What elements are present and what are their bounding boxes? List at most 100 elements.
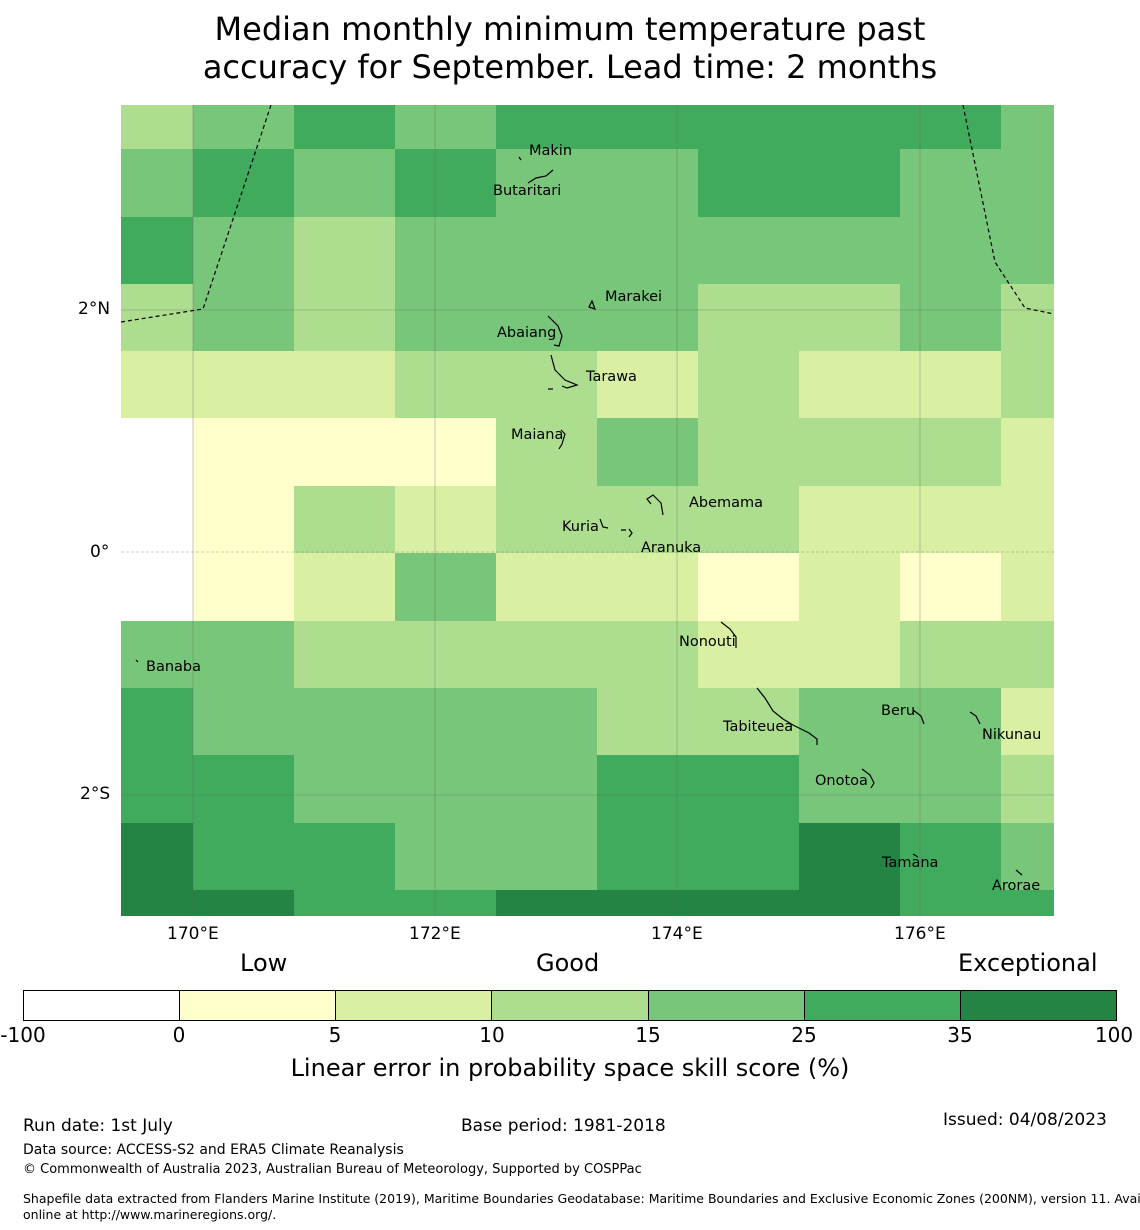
lon-tick-176e: 176°E [894, 924, 946, 944]
skill-grid-cell [121, 755, 193, 823]
colorbar-tick: 0 [172, 1023, 186, 1047]
skill-grid-cell [193, 486, 294, 553]
skill-grid-cell [900, 890, 1001, 916]
island-label-marakei: Marakei [605, 289, 662, 305]
skill-grid-cell [698, 621, 799, 688]
island-label-makin: Makin [529, 143, 572, 159]
skill-grid-cell [698, 688, 799, 755]
skill-grid-cell [121, 351, 193, 418]
colorbar-tick: 5 [328, 1023, 342, 1047]
island-label-maiana: Maiana [511, 427, 563, 443]
coast-tarawa [550, 354, 579, 389]
colorbar-segment [648, 991, 805, 1020]
data-source: Data source: ACCESS-S2 and ERA5 Climate … [23, 1142, 404, 1158]
skill-grid-cell [395, 284, 496, 351]
colorbar-tick: 25 [791, 1023, 817, 1047]
skill-grid-cell [395, 553, 496, 621]
skill-grid-cell [597, 890, 698, 916]
skill-grid-cell [900, 284, 1001, 351]
eez-boundary-east [962, 105, 1054, 315]
legend-word-low: Low [240, 949, 288, 977]
skill-grid-cell [698, 486, 799, 553]
run-date: Run date: 1st July [23, 1116, 173, 1136]
island-label-kuria: Kuria [562, 519, 599, 535]
skill-grid-cell [193, 755, 294, 823]
skill-grid-cell [597, 149, 698, 217]
copyright: © Commonwealth of Australia 2023, Austra… [23, 1162, 642, 1177]
island-label-aranuka: Aranuka [641, 540, 701, 556]
skill-grid-cell [1001, 486, 1054, 553]
skill-grid-cell [294, 890, 395, 916]
skill-grid-cell [121, 486, 193, 553]
coast-butaritari [527, 169, 554, 184]
skill-grid-cell [294, 553, 395, 621]
skill-grid-cell [193, 217, 294, 284]
skill-grid-cell [900, 418, 1001, 486]
island-label-abaiang: Abaiang [497, 325, 556, 341]
skill-grid-cell [193, 823, 294, 890]
colorbar-segment [180, 991, 337, 1020]
skill-grid-cell [799, 755, 900, 823]
skill-grid-cell [900, 553, 1001, 621]
skill-grid-cell [900, 688, 1001, 755]
skill-grid-cell [799, 105, 900, 149]
skill-grid-cell [1001, 149, 1054, 217]
skill-grid-cell [799, 418, 900, 486]
skill-grid-cell [121, 890, 193, 916]
island-labels: Makin Butaritari Marakei Abaiang Tarawa … [146, 143, 1041, 894]
skill-grid-cell [294, 418, 395, 486]
skill-grid-cell [395, 486, 496, 553]
skill-grid-cell [1001, 418, 1054, 486]
skill-grid-cell [496, 621, 597, 688]
island-label-abemama: Abemama [689, 495, 763, 511]
skill-grid-cell [496, 217, 597, 284]
skill-grid-cell [900, 486, 1001, 553]
coast-tabiteuea [756, 687, 818, 745]
skill-grid-cell [597, 284, 698, 351]
skill-grid-cell [799, 688, 900, 755]
coast-nikunau [969, 711, 981, 725]
skill-grid-cell [193, 284, 294, 351]
skill-grid-cell [597, 351, 698, 418]
legend-word-good: Good [536, 949, 600, 977]
skill-grid-cell [698, 553, 799, 621]
skill-grid-cell [597, 217, 698, 284]
skill-grid-cell [496, 890, 597, 916]
skill-grid-cell [121, 284, 193, 351]
skill-grid-cell [496, 105, 597, 149]
island-label-tabiteuea: Tabiteuea [722, 719, 793, 735]
skill-grid-cells [121, 105, 1054, 916]
skill-grid-cell [395, 823, 496, 890]
skill-grid-cell [698, 823, 799, 890]
legend-word-exceptional: Exceptional [958, 949, 1098, 977]
skill-grid-cell [698, 284, 799, 351]
skill-grid-cell [193, 621, 294, 688]
skill-grid-cell [294, 823, 395, 890]
skill-grid-cell [900, 621, 1001, 688]
skill-grid-cell [193, 351, 294, 418]
coast-aranuka [621, 528, 633, 538]
chart-title: Median monthly minimum temperature past … [0, 10, 1140, 86]
coast-tamana [912, 853, 919, 858]
skill-grid-cell [496, 688, 597, 755]
skill-grid-cell [1001, 105, 1054, 149]
skill-grid-cell [193, 688, 294, 755]
skill-grid-cell [1001, 823, 1054, 890]
skill-grid-cell [900, 755, 1001, 823]
skill-grid-cell [121, 217, 193, 284]
lon-tick-170e: 170°E [167, 924, 219, 944]
island-label-tarawa: Tarawa [585, 369, 637, 385]
coast-arorae [1015, 869, 1023, 876]
skill-grid-cell [294, 105, 395, 149]
coast-makin [518, 156, 522, 161]
colorbar-segment [336, 991, 493, 1020]
skill-grid-cell [799, 621, 900, 688]
skill-grid-cell [597, 621, 698, 688]
island-label-beru: Beru [881, 703, 915, 719]
skill-grid-cell [900, 217, 1001, 284]
skill-grid-cell [1001, 621, 1054, 688]
skill-grid-cell [294, 688, 395, 755]
island-label-butaritari: Butaritari [493, 183, 561, 199]
lat-tick-2s: 2°S [80, 784, 111, 804]
coast-onotoa [861, 768, 875, 789]
